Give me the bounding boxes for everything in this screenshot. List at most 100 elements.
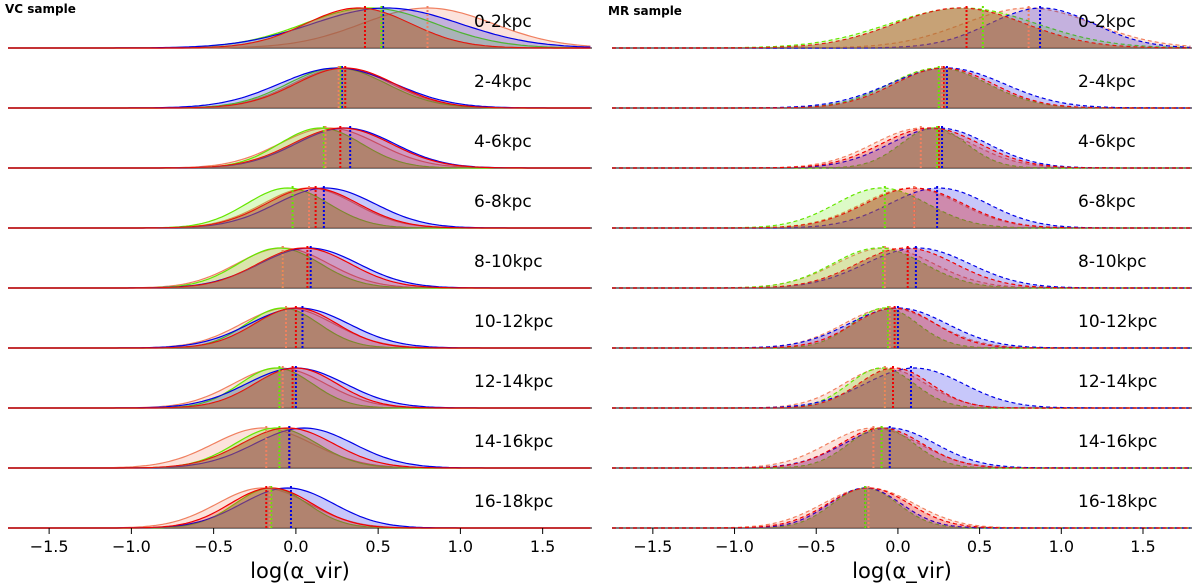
blue-density-line (612, 127, 1191, 169)
green-density-fill (612, 248, 1192, 288)
red-density-line (612, 187, 1191, 229)
ridge-row: 4-6kpc (8, 124, 592, 169)
green-density-line (612, 127, 1191, 169)
red-density-fill (8, 308, 592, 348)
row-label: 6-8kpc (1078, 192, 1136, 212)
overlap-density-fill (8, 190, 592, 228)
row-label: 10-12kpc (1078, 312, 1157, 332)
red-density-fill (8, 128, 592, 168)
green-density-fill (8, 128, 592, 168)
blue-density-fill (8, 488, 592, 528)
overlap-density-fill (612, 8, 1192, 48)
salmon-density-fill (8, 368, 592, 408)
mr-sample-title: MR sample (608, 4, 682, 18)
red-density-line (8, 367, 591, 409)
salmon-density-fill (612, 368, 1192, 408)
green-density-fill (8, 368, 592, 408)
row-label: 14-16kpc (474, 432, 553, 452)
x-tick-label: −1.0 (715, 537, 754, 556)
overlap-density-fill (612, 308, 1192, 348)
red-density-line (612, 367, 1191, 409)
ridge-row: 2-4kpc (612, 64, 1192, 109)
ridge-row: 8-10kpc (612, 244, 1192, 289)
salmon-density-line (612, 307, 1191, 349)
ridge-row: 12-14kpc (8, 364, 592, 409)
ridge-row: 0-2kpc (8, 4, 592, 49)
row-label: 10-12kpc (474, 312, 553, 332)
blue-density-fill (612, 488, 1192, 528)
red-density-fill (612, 308, 1192, 348)
salmon-density-fill (8, 428, 592, 468)
x-tick-label: 0.0 (283, 537, 308, 556)
ridge-row: 6-8kpc (8, 184, 592, 229)
salmon-density-fill (612, 68, 1192, 108)
green-density-line (612, 247, 1191, 289)
green-density-fill (612, 68, 1192, 108)
x-tick-label: 0.5 (365, 537, 390, 556)
mr-sample-panel: MR sample 0-2kpc 2-4kpc 4-6kpc 6-8kpc 8-10kp… (608, 4, 1192, 584)
red-density-line (8, 427, 591, 469)
overlap-density-fill (8, 68, 592, 108)
overlap-density-fill (8, 249, 592, 288)
red-density-fill (8, 188, 592, 228)
row-label: 4-6kpc (1078, 132, 1136, 152)
blue-density-fill (612, 128, 1192, 168)
green-density-fill (8, 428, 592, 468)
green-density-fill (612, 308, 1192, 348)
red-density-line (8, 247, 591, 289)
blue-density-fill (8, 428, 592, 468)
blue-density-fill (612, 428, 1192, 468)
green-density-line (612, 187, 1191, 229)
overlap-density-fill (612, 488, 1192, 528)
ridge-row: 16-18kpc (8, 484, 592, 529)
blue-density-fill (612, 68, 1192, 108)
salmon-density-fill (8, 248, 592, 288)
red-density-line (612, 307, 1191, 349)
row-label: 8-10kpc (474, 252, 543, 272)
ridge-row: 10-12kpc (612, 304, 1192, 349)
overlap-density-fill (612, 250, 1192, 288)
red-density-fill (8, 68, 592, 108)
overlap-density-fill (8, 369, 592, 408)
x-tick-label: −1.5 (30, 537, 69, 556)
green-density-fill (612, 488, 1192, 528)
red-density-fill (612, 488, 1192, 528)
salmon-density-fill (612, 188, 1192, 228)
red-density-fill (612, 68, 1192, 108)
row-label: 6-8kpc (474, 192, 532, 212)
x-tick-label: −1.0 (112, 537, 151, 556)
overlap-density-fill (8, 129, 592, 168)
blue-density-fill (612, 188, 1192, 228)
x-tick-label: −1.5 (633, 537, 672, 556)
red-density-fill (612, 188, 1192, 228)
overlap-density-fill (612, 128, 1192, 168)
green-density-fill (612, 8, 1192, 48)
red-density-line (612, 487, 1191, 529)
blue-density-fill (612, 308, 1192, 348)
row-label: 14-16kpc (1078, 432, 1157, 452)
salmon-density-line (612, 127, 1191, 169)
red-density-line (8, 127, 591, 169)
x-tick-label: −0.5 (797, 537, 836, 556)
ridge-row: 14-16kpc (8, 424, 592, 469)
red-density-fill (8, 368, 592, 408)
row-label: 8-10kpc (1078, 252, 1147, 272)
red-density-line (612, 7, 1191, 49)
row-label: 0-2kpc (1078, 12, 1136, 32)
salmon-density-fill (612, 308, 1192, 348)
ridge-row: 8-10kpc (8, 244, 592, 289)
red-density-fill (8, 8, 592, 48)
ridge-row: 4-6kpc (612, 124, 1192, 169)
salmon-density-fill (8, 188, 592, 228)
salmon-density-fill (8, 68, 592, 108)
ridge-row: 10-12kpc (8, 304, 592, 349)
red-density-fill (612, 428, 1192, 468)
red-density-line (8, 67, 591, 109)
blue-density-line (612, 187, 1191, 229)
overlap-density-fill (612, 369, 1192, 408)
blue-density-fill (612, 248, 1192, 288)
row-label: 2-4kpc (474, 72, 532, 92)
red-density-line (8, 187, 591, 229)
red-density-fill (612, 128, 1192, 168)
